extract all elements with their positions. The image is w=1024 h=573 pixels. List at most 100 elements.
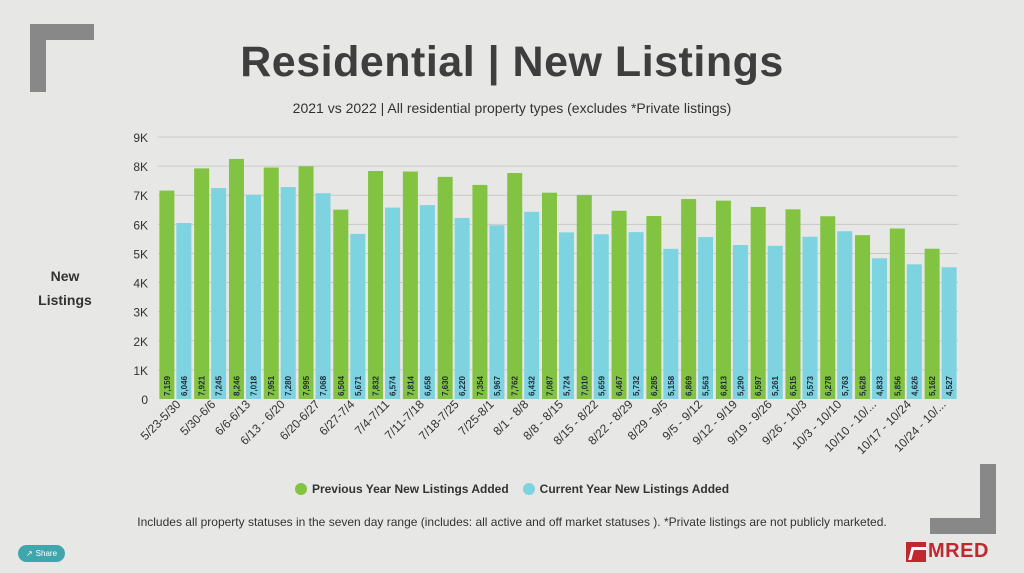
bar-current bbox=[663, 248, 679, 399]
y-tick-label: 0 bbox=[141, 393, 148, 407]
mred-logo-mark bbox=[906, 541, 926, 562]
data-label: 5,573 bbox=[806, 375, 815, 396]
share-label: Share bbox=[35, 549, 58, 558]
bar-current bbox=[732, 245, 748, 399]
data-label: 7,995 bbox=[302, 375, 311, 396]
data-label: 5,158 bbox=[667, 375, 676, 396]
footnote: Includes all property statuses in the se… bbox=[137, 515, 887, 529]
data-label: 5,671 bbox=[354, 375, 363, 396]
data-label: 5,724 bbox=[563, 375, 572, 396]
bar-current bbox=[176, 222, 192, 399]
data-label: 6,432 bbox=[528, 375, 537, 396]
bar-previous bbox=[228, 158, 244, 399]
data-label: 7,921 bbox=[198, 375, 207, 396]
data-label: 7,951 bbox=[267, 375, 276, 396]
corner-decoration-bottom-right bbox=[930, 464, 996, 534]
bar-previous bbox=[159, 190, 175, 399]
data-label: 5,732 bbox=[632, 375, 641, 396]
y-axis-label-line2: Listings bbox=[38, 292, 92, 308]
bar-previous bbox=[542, 192, 557, 399]
bar-current bbox=[628, 232, 644, 399]
data-label: 6,467 bbox=[615, 375, 624, 396]
bar-previous bbox=[194, 168, 210, 399]
bar-current bbox=[906, 264, 922, 399]
data-label: 7,832 bbox=[372, 375, 381, 396]
bar-current bbox=[419, 205, 435, 399]
chart-subtitle: 2021 vs 2022 | All residential property … bbox=[292, 100, 732, 116]
bar-previous bbox=[437, 176, 453, 399]
bar-current bbox=[593, 234, 609, 399]
bar-current bbox=[767, 245, 783, 399]
data-label: 6,285 bbox=[650, 375, 659, 396]
chart-legend: Previous Year New Listings Added Current… bbox=[0, 482, 1024, 496]
bar-current bbox=[524, 211, 540, 399]
data-label: 4,626 bbox=[910, 375, 919, 396]
legend-swatch-current bbox=[522, 483, 535, 495]
bar-previous bbox=[646, 216, 662, 399]
data-label: 6,813 bbox=[719, 375, 728, 396]
x-tick-label: 6/27-7/4 bbox=[316, 397, 357, 438]
data-label: 4,527 bbox=[945, 375, 954, 396]
bar-current bbox=[211, 188, 227, 399]
data-label: 7,280 bbox=[284, 375, 293, 396]
data-label: 7,018 bbox=[249, 375, 258, 396]
bar-previous bbox=[889, 228, 905, 399]
bar-current bbox=[280, 187, 296, 399]
bar-previous bbox=[333, 209, 349, 399]
data-label: 7,762 bbox=[511, 375, 520, 396]
bar-current bbox=[385, 207, 401, 399]
mred-logo-text: MRED bbox=[928, 540, 989, 562]
bar-previous bbox=[472, 184, 488, 399]
bar-previous bbox=[402, 171, 418, 399]
data-label: 5,659 bbox=[597, 375, 606, 396]
data-label: 6,869 bbox=[685, 375, 694, 396]
bar-current bbox=[941, 267, 957, 399]
data-label: 6,597 bbox=[754, 375, 763, 396]
bar-previous bbox=[924, 248, 940, 399]
share-button[interactable]: ↗ Share bbox=[18, 545, 65, 562]
y-tick-label: 7K bbox=[133, 189, 148, 203]
data-label: 6,278 bbox=[824, 375, 833, 396]
data-label: 6,220 bbox=[458, 375, 467, 396]
y-tick-label: 5K bbox=[133, 247, 148, 261]
bar-current bbox=[315, 193, 331, 399]
y-tick-label: 8K bbox=[133, 160, 148, 174]
data-label: 5,290 bbox=[736, 375, 745, 396]
bar-previous bbox=[820, 216, 836, 399]
legend-label-current: Current Year New Listings Added bbox=[539, 482, 730, 496]
data-label: 5,856 bbox=[893, 375, 902, 396]
data-label: 5,261 bbox=[771, 375, 780, 396]
share-icon: ↗ bbox=[25, 549, 33, 558]
bar-previous bbox=[855, 235, 871, 399]
data-label: 5,763 bbox=[841, 375, 850, 396]
bar-current bbox=[837, 231, 853, 399]
data-label: 7,068 bbox=[319, 375, 328, 396]
x-tick-label: 5/30-6/6 bbox=[177, 397, 218, 438]
corner-decoration-top-left bbox=[30, 24, 94, 92]
data-label: 6,504 bbox=[337, 375, 346, 396]
legend-label-previous: Previous Year New Listings Added bbox=[311, 482, 509, 496]
y-axis-label: New Listings bbox=[28, 264, 102, 312]
bar-previous bbox=[681, 199, 697, 399]
data-label: 7,010 bbox=[580, 375, 589, 396]
data-label: 7,245 bbox=[215, 375, 224, 396]
bar-previous bbox=[263, 167, 279, 399]
data-label: 6,574 bbox=[389, 375, 398, 396]
y-axis-label-line1: New bbox=[50, 268, 80, 284]
bar-previous bbox=[785, 209, 801, 399]
data-label: 5,563 bbox=[702, 375, 711, 396]
page-title: Residential | New Listings bbox=[240, 38, 784, 86]
bar-previous bbox=[611, 210, 627, 399]
bar-current bbox=[350, 233, 366, 399]
data-label: 7,630 bbox=[441, 375, 450, 396]
data-label: 5,628 bbox=[859, 375, 868, 396]
legend-swatch-previous bbox=[294, 483, 307, 495]
bar-previous bbox=[576, 194, 592, 399]
data-label: 4,833 bbox=[876, 375, 885, 396]
bar-previous bbox=[298, 166, 314, 399]
bar-current bbox=[872, 258, 888, 399]
bar-current bbox=[698, 237, 714, 399]
bar-current bbox=[802, 236, 818, 399]
y-tick-label: 1K bbox=[133, 364, 148, 378]
